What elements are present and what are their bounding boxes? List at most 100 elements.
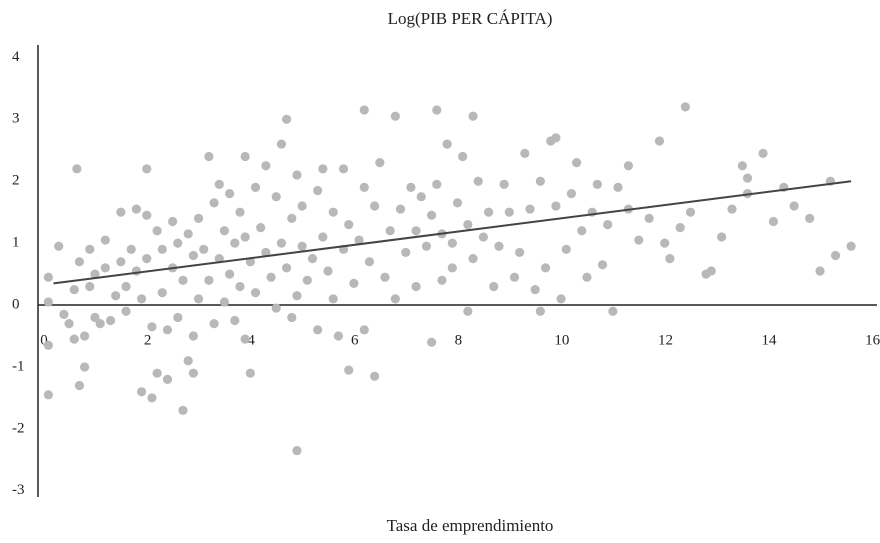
point <box>468 254 478 264</box>
point <box>437 275 447 285</box>
point <box>318 164 328 174</box>
point <box>193 213 204 223</box>
point <box>121 281 131 292</box>
point <box>292 170 302 180</box>
chart-title: Log(PIB PER CÁPITA) <box>388 9 553 28</box>
point <box>380 272 390 282</box>
point <box>675 223 685 233</box>
point <box>136 387 147 397</box>
x-tick-label: 0 <box>40 332 48 348</box>
point <box>297 241 307 251</box>
point <box>168 216 178 227</box>
trend-line <box>53 180 852 285</box>
point <box>116 207 126 217</box>
point <box>100 263 110 273</box>
point <box>416 192 426 202</box>
point <box>390 294 400 304</box>
point <box>385 226 395 236</box>
y-tick-label: -3 <box>12 482 25 498</box>
point <box>582 272 592 282</box>
point <box>364 257 375 267</box>
y-tick-label: 4 <box>12 49 20 65</box>
point <box>717 232 727 242</box>
point <box>540 263 551 273</box>
point <box>302 275 312 285</box>
point <box>297 201 307 211</box>
point <box>85 244 95 254</box>
point <box>80 331 90 341</box>
point <box>178 275 188 285</box>
point <box>90 269 100 279</box>
point <box>644 213 654 223</box>
point <box>74 257 85 267</box>
point <box>370 371 380 381</box>
point <box>271 303 281 313</box>
point <box>271 192 281 202</box>
point <box>432 179 442 189</box>
point <box>69 284 79 295</box>
point <box>515 247 525 258</box>
x-tick-label: 16 <box>865 332 880 348</box>
x-tick-label: 8 <box>455 332 463 348</box>
point <box>240 232 250 242</box>
point <box>178 405 188 415</box>
point <box>597 260 608 270</box>
point <box>359 182 369 193</box>
point <box>152 368 162 378</box>
point <box>250 288 261 298</box>
point <box>447 238 457 248</box>
y-tick-label: 3 <box>12 111 20 127</box>
y-tick-label: -2 <box>12 420 25 436</box>
point <box>240 334 250 344</box>
point <box>556 294 566 304</box>
point <box>706 266 716 276</box>
point <box>230 238 240 248</box>
point <box>199 244 209 254</box>
point <box>535 306 545 316</box>
point <box>654 136 665 146</box>
x-axis-label: Tasa de emprendimiento <box>387 516 554 535</box>
point <box>442 139 452 149</box>
point <box>328 294 338 304</box>
point <box>162 325 173 335</box>
point <box>463 306 473 316</box>
point <box>261 161 271 171</box>
point <box>225 269 235 279</box>
point <box>737 161 747 171</box>
point <box>131 204 142 214</box>
point <box>680 102 690 112</box>
point <box>530 284 540 295</box>
point <box>344 219 354 230</box>
point <box>54 241 64 251</box>
point <box>64 319 74 329</box>
point <box>427 210 437 220</box>
point <box>142 210 152 220</box>
point <box>111 291 121 301</box>
point <box>354 235 364 245</box>
point <box>188 368 198 378</box>
point <box>157 288 167 298</box>
point <box>411 226 421 236</box>
point <box>183 229 193 239</box>
point <box>411 281 421 292</box>
point <box>209 319 219 329</box>
point <box>235 207 245 217</box>
point <box>432 105 442 115</box>
point <box>613 182 623 193</box>
y-tick-label: 0 <box>12 296 20 312</box>
point <box>209 198 219 208</box>
point <box>551 201 561 211</box>
point <box>375 158 385 168</box>
point <box>43 297 53 307</box>
point <box>162 374 173 384</box>
point <box>43 390 53 400</box>
point <box>742 173 753 183</box>
point <box>489 281 499 292</box>
point <box>131 266 142 276</box>
point <box>100 235 110 245</box>
point <box>333 331 343 341</box>
point <box>261 247 271 258</box>
point <box>349 278 359 288</box>
point <box>494 241 504 251</box>
